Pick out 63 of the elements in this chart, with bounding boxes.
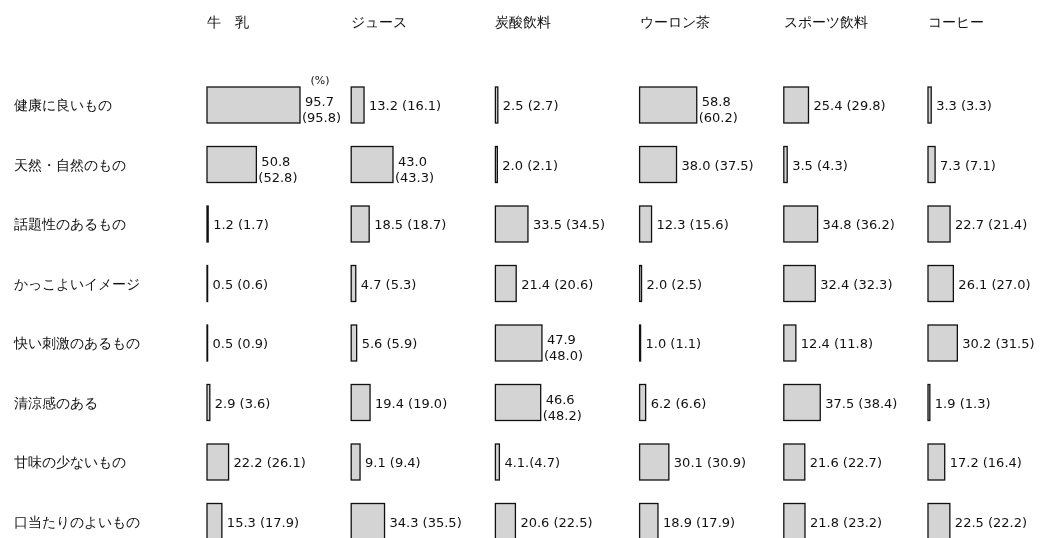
value-label: 1.2 (1.7): [213, 217, 269, 232]
category-label: 話題性のあるもの: [14, 216, 126, 232]
value-label: 17.2 (16.4): [949, 455, 1022, 470]
value-label: 37.5 (38.4): [825, 395, 898, 411]
title: ウーロン茶: [639, 14, 710, 30]
value-label: 22.5 (22.2): [954, 514, 1028, 530]
category-label: 清涼感のある: [14, 394, 98, 411]
value-label: 43.0 (43.3): [395, 153, 435, 185]
value-label: 50.8 (52.8): [258, 153, 298, 185]
value-label: 21.6 (22.7): [809, 455, 882, 470]
value-label: 95.7 (95.8): [302, 94, 342, 125]
category-label: かっこよいイメージ: [14, 275, 140, 292]
value-label: 33.5 (34.5): [532, 217, 606, 232]
title: 牛 乳: [207, 14, 249, 30]
value-label: 7.3 (7.1): [940, 157, 996, 173]
value-label: 4.1.(4.7): [504, 455, 560, 470]
value-label: 6.2 (6.6): [650, 395, 707, 411]
value-label: 19.4 (19.0): [375, 395, 448, 411]
title: スポーツ飲料: [783, 14, 868, 30]
value-label: 2.0 (2.5): [646, 276, 703, 292]
value-label: 1.0 (1.1): [645, 336, 702, 351]
value-label: 5.6 (5.9): [361, 336, 418, 351]
category-label: 快い刺激のあるもの: [14, 335, 140, 351]
category-label: 天然・自然のもの: [14, 156, 126, 173]
value-label: 18.5 (18.7): [374, 217, 447, 232]
value-label: 22.7 (21.4): [955, 217, 1028, 232]
value-label: 34.3 (35.5): [389, 514, 462, 530]
value-label: 12.4 (11.8): [800, 336, 873, 351]
value-label: 0.5 (0.9): [212, 336, 269, 351]
value-label: 2.0 (2.1): [502, 157, 558, 173]
value-label: 25.4 (29.8): [813, 98, 886, 113]
value-label: 3.3 (3.3): [936, 98, 992, 113]
value-label: 34.8 (36.2): [822, 217, 895, 232]
value-label: 30.1 (30.9): [673, 455, 746, 470]
value-label: 58.8 (60.2): [698, 94, 738, 125]
title: ジュース: [351, 14, 408, 30]
value-label: 22.2 (26.1): [233, 455, 306, 470]
annotation: (%): [310, 74, 330, 87]
title: コーヒー: [928, 14, 984, 30]
value-label: 3.5 (4.3): [792, 157, 848, 173]
value-label: 4.7 (5.3): [360, 276, 417, 292]
value-label: 21.4 (20.6): [521, 276, 594, 292]
value-label: 15.3 (17.9): [226, 514, 300, 530]
value-label: 30.2 (31.5): [962, 336, 1035, 351]
value-label: 46.6 (48.2): [542, 391, 582, 423]
value-label: 0.5 (0.6): [212, 276, 269, 292]
value-label: 12.3 (15.6): [656, 217, 729, 232]
category-label: 口当たりのよいもの: [14, 513, 140, 530]
value-label: 1.9 (1.3): [934, 395, 991, 411]
value-label: 20.6 (22.5): [520, 514, 593, 530]
value-label: 47.9 (48.0): [543, 332, 584, 363]
category-label: 健康に良いもの: [14, 97, 112, 113]
value-label: 2.9 (3.6): [214, 395, 271, 411]
value-label: 38.0 (37.5): [681, 157, 754, 173]
category-label: 甘味の少ないもの: [14, 454, 126, 470]
value-label: 2.5 (2.7): [502, 98, 559, 113]
value-label: 9.1 (9.4): [365, 455, 421, 470]
title: 炭酸飲料: [495, 14, 552, 30]
value-label: 18.9 (17.9): [662, 514, 736, 530]
value-label: 21.8 (23.2): [810, 514, 883, 530]
value-label: 13.2 (16.1): [369, 98, 442, 113]
value-label: 32.4 (32.3): [820, 276, 893, 292]
value-label: 26.1 (27.0): [958, 276, 1031, 292]
